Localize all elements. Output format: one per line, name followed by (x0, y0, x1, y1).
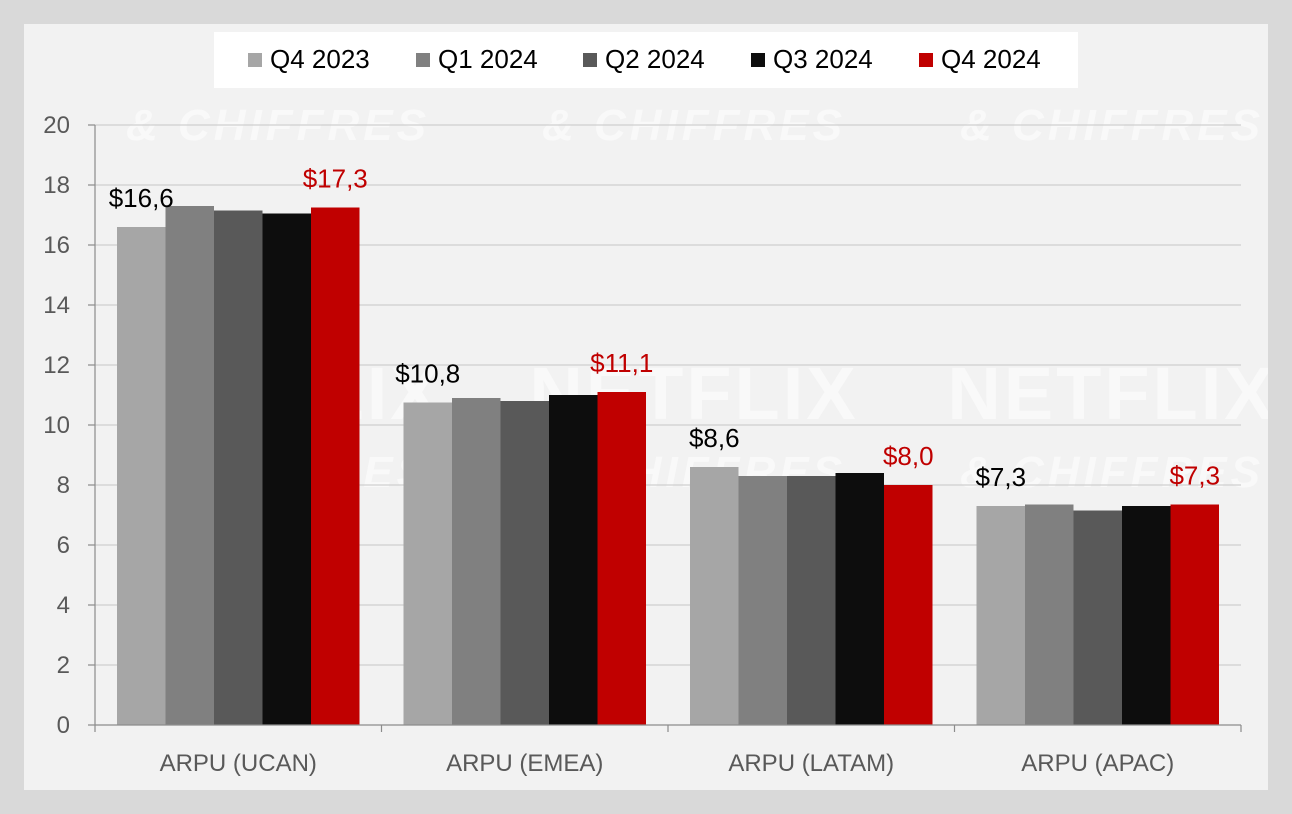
x-category-label: ARPU (LATAM) (728, 750, 894, 777)
y-tick-label: 16 (43, 232, 70, 259)
y-tick-label: 10 (43, 412, 70, 439)
legend-swatch (583, 53, 597, 67)
bar-q3-2024 (1122, 506, 1171, 725)
y-tick-label: 0 (57, 712, 70, 739)
y-tick-label: 8 (57, 472, 70, 499)
bar-q4-2023 (403, 402, 452, 725)
legend-swatch (751, 53, 765, 67)
bar-q4-2024 (884, 485, 933, 725)
bar-q4-2023 (117, 227, 166, 725)
bar-q4-2024 (311, 207, 360, 725)
bar-q2-2024 (1073, 510, 1122, 725)
legend-label: Q2 2024 (605, 44, 705, 74)
legend-swatch (919, 53, 933, 67)
bar-q2-2024 (787, 476, 836, 725)
legend-swatch (416, 53, 430, 67)
axes: 0 2 4 6 8 10 12 14 16 18 20 ARPU (UCAN) ARPU (EMEA) A… (43, 112, 1242, 777)
data-label: $7,3 (975, 462, 1026, 492)
x-category-label: ARPU (APAC) (1021, 750, 1174, 777)
legend: Q4 2023 Q1 2024 Q2 2024 Q3 2024 Q4 2024 (214, 32, 1078, 88)
legend-swatch (248, 53, 262, 67)
bar-q4-2023 (690, 467, 739, 725)
x-category-label: ARPU (UCAN) (160, 750, 317, 777)
y-tick-label: 4 (57, 592, 70, 619)
y-tick-label: 18 (43, 172, 70, 199)
bar-q4-2023 (976, 506, 1025, 725)
data-label: $7,3 (1169, 461, 1220, 491)
y-tick-label: 2 (57, 652, 70, 679)
data-label: $8,6 (689, 423, 740, 453)
data-labels: $16,6 $17,3 $10,8 $11,1 $8,6 $8,0 $7,3 $7,3 (109, 164, 1220, 493)
data-label: $17,3 (303, 164, 368, 194)
data-label: $16,6 (109, 183, 174, 213)
data-label: $8,0 (883, 441, 934, 471)
bar-q3-2024 (835, 473, 884, 725)
legend-label: Q3 2024 (773, 44, 873, 74)
legend-label: Q4 2024 (941, 44, 1041, 74)
data-label: $10,8 (395, 359, 460, 389)
legend-label: Q4 2023 (270, 44, 370, 74)
legend-label: Q1 2024 (438, 44, 538, 74)
bars (117, 206, 1219, 725)
bar-q2-2024 (214, 210, 263, 725)
y-tick-label: 12 (43, 352, 70, 379)
bar-q1-2024 (738, 476, 787, 725)
data-label: $11,1 (590, 348, 653, 378)
bar-q3-2024 (549, 395, 598, 725)
bar-q3-2024 (262, 213, 311, 725)
x-category-label: ARPU (EMEA) (446, 750, 603, 777)
legend-box (214, 32, 1078, 88)
bar-q1-2024 (165, 206, 214, 725)
watermark-title: NETFLIX (947, 352, 1268, 435)
bar-q2-2024 (500, 401, 549, 725)
y-tick-label: 20 (43, 112, 70, 139)
bar-q4-2024 (597, 392, 646, 725)
bar-q4-2024 (1170, 504, 1219, 725)
bar-q1-2024 (452, 398, 501, 725)
y-tick-label: 14 (43, 292, 70, 319)
bar-q1-2024 (1025, 504, 1074, 725)
y-tick-label: 6 (57, 532, 70, 559)
watermark-subtitle: & CHIFFRES (960, 448, 1264, 497)
